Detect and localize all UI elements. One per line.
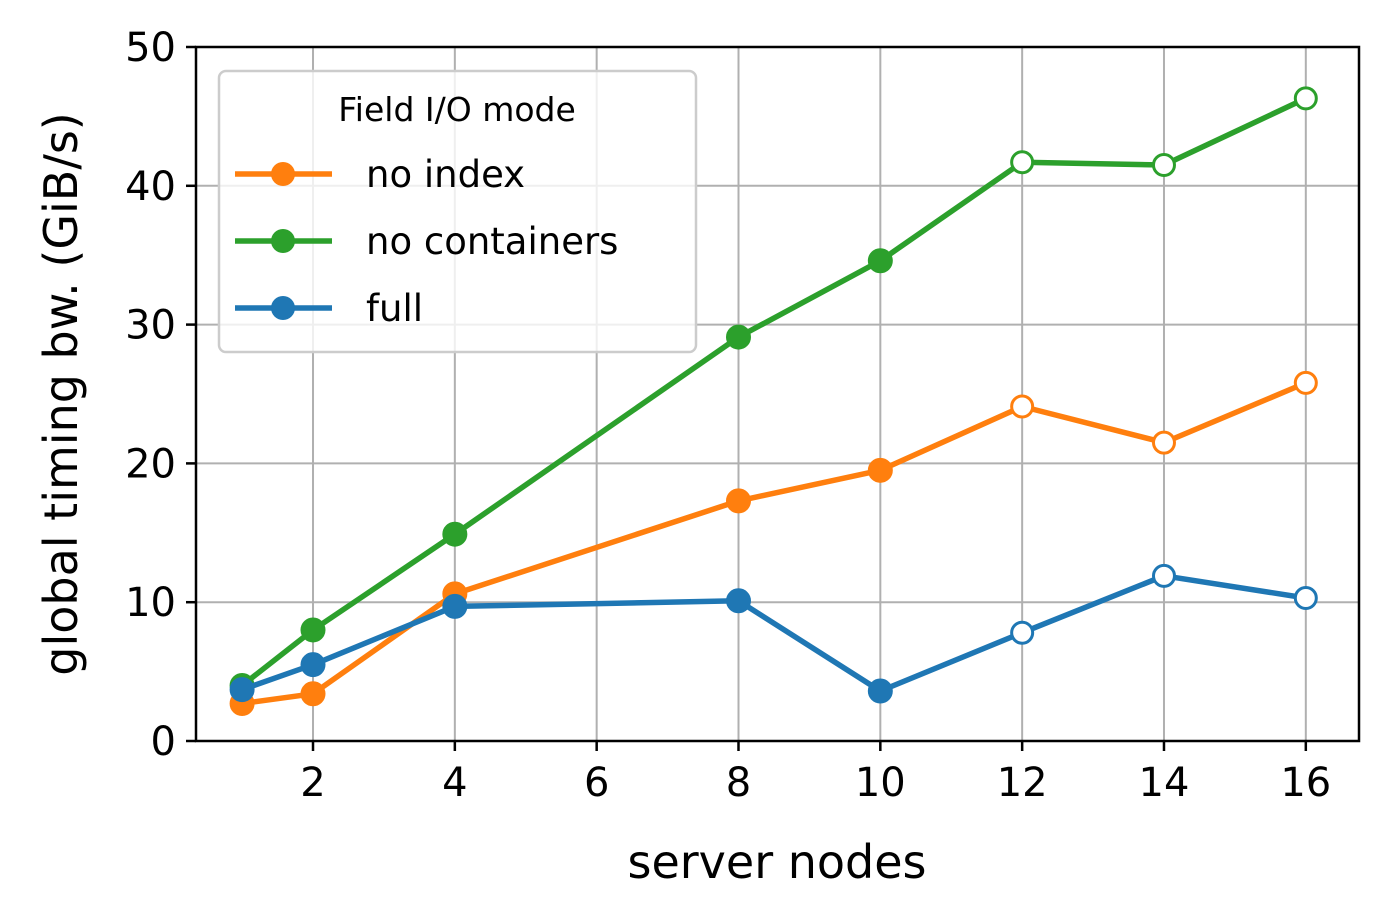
x-tick-label: 12 <box>997 760 1048 806</box>
x-tick-label: 2 <box>300 760 325 806</box>
legend-marker-swatch <box>271 229 295 253</box>
data-point-full <box>229 677 255 703</box>
legend-entry-no-containers: no containers <box>235 220 618 263</box>
data-point-full <box>442 593 468 619</box>
legend-title: Field I/O mode <box>338 90 576 129</box>
x-tick-label: 16 <box>1280 760 1331 806</box>
legend: Field I/O mode no index no containers full <box>217 69 698 354</box>
data-point-full <box>867 678 893 704</box>
data-point-full <box>1151 563 1176 588</box>
data-point-no-index <box>300 681 326 707</box>
legend-marker-swatch <box>271 162 295 186</box>
series-line-no-index <box>239 380 1309 707</box>
x-tick-label: 10 <box>855 760 906 806</box>
series-line-full <box>239 573 1309 694</box>
series-full <box>229 563 1318 704</box>
data-point-no-index <box>867 457 893 483</box>
legend-entry-full: full <box>235 287 423 330</box>
data-point-no-index <box>1010 394 1035 419</box>
series-line-no-containers <box>239 95 1309 689</box>
x-axis-label: server nodes <box>628 835 927 889</box>
legend-entry-no-index: no index <box>235 153 525 196</box>
x-tick-label: 8 <box>726 760 751 806</box>
legend-marker-swatch <box>271 296 295 320</box>
data-point-full <box>725 588 751 614</box>
x-tick-label: 14 <box>1139 760 1190 806</box>
y-tick-label: 0 <box>151 719 176 765</box>
data-point-no-index <box>725 488 751 514</box>
data-point-no-containers <box>1010 150 1035 175</box>
legend-box <box>217 69 698 354</box>
plot-frame <box>194 45 1361 743</box>
series-lines <box>229 86 1318 717</box>
axis-ticks: 2 4 6 8 10 12 14 16 0 10 20 30 40 50 <box>125 25 1331 806</box>
data-point-full <box>1010 620 1035 645</box>
x-tick-label: 6 <box>584 760 609 806</box>
legend-label: no index <box>366 153 525 196</box>
data-point-no-containers <box>1151 152 1176 177</box>
data-point-no-containers <box>300 617 326 643</box>
y-tick-label: 20 <box>125 441 176 487</box>
data-point-no-containers <box>442 521 468 547</box>
series-no-containers <box>229 86 1318 698</box>
data-point-full <box>1293 586 1318 611</box>
y-tick-label: 50 <box>125 25 176 71</box>
series-no-index <box>229 370 1318 717</box>
data-point-no-containers <box>725 324 751 350</box>
x-tick-label: 4 <box>442 760 467 806</box>
data-point-no-index <box>1151 430 1176 455</box>
data-point-no-containers <box>1293 86 1318 111</box>
data-point-full <box>300 652 326 678</box>
y-tick-label: 40 <box>125 164 176 210</box>
data-point-no-containers <box>867 248 893 274</box>
y-tick-label: 10 <box>125 580 176 626</box>
legend-label: full <box>366 287 423 330</box>
y-axis-label: global timing bw. (GiB/s) <box>34 112 88 675</box>
legend-entries: no index no containers full <box>235 153 618 330</box>
y-tick-label: 30 <box>125 303 176 349</box>
legend-label: no containers <box>366 220 618 263</box>
data-point-no-index <box>1293 370 1318 395</box>
